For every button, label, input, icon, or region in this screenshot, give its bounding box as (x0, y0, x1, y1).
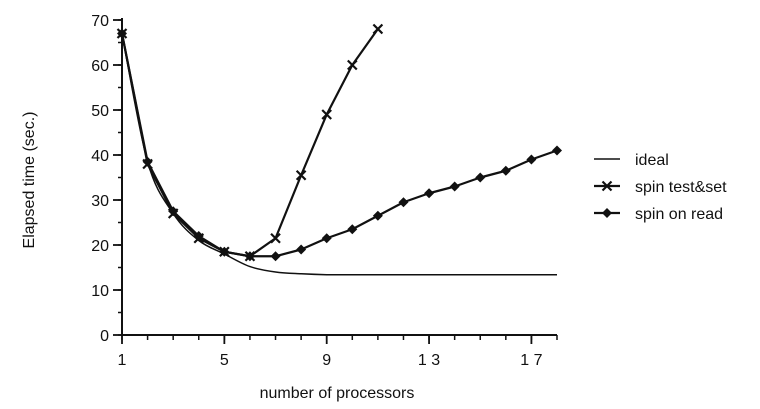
x-tick-label: 1 3 (418, 352, 440, 369)
marker-stroke (295, 169, 307, 181)
y-tick-label: 10 (91, 283, 109, 300)
legend-label: ideal (635, 152, 669, 169)
axes (121, 18, 557, 336)
series-2 (117, 28, 562, 262)
data-point (142, 156, 153, 167)
data-point (347, 224, 358, 235)
y-tick-label: 20 (91, 238, 109, 255)
marker-stroke (347, 59, 358, 71)
x-tick-label: 1 7 (520, 352, 542, 369)
series-1 (116, 23, 384, 262)
marker-stroke (321, 109, 332, 120)
marker-stroke (372, 23, 384, 35)
series-line (120, 33, 558, 258)
data-point (295, 169, 307, 181)
y-tick-label: 0 (100, 328, 109, 345)
series-layer (116, 23, 562, 276)
legend-item: spin on read (594, 206, 723, 223)
data-point (270, 232, 281, 244)
data-point (552, 145, 562, 156)
data-point (321, 233, 332, 244)
data-point (475, 172, 486, 183)
x-axis-title: number of processors (260, 385, 415, 402)
legend-marker (602, 208, 612, 218)
y-axis-title: Elapsed time (sec.) (21, 112, 38, 249)
y-tick-label: 60 (91, 58, 109, 75)
data-point (244, 251, 255, 262)
legend-item: ideal (594, 152, 669, 169)
data-point (449, 181, 460, 192)
legend-label: spin test&set (635, 179, 727, 196)
data-point (372, 23, 384, 35)
y-tick-label: 30 (91, 193, 109, 210)
data-point (193, 231, 204, 241)
x-tick-label: 5 (220, 352, 229, 369)
y-tick-label: 40 (91, 148, 109, 165)
series-line (121, 33, 557, 276)
y-tick-label: 70 (91, 13, 109, 30)
data-point (219, 246, 230, 257)
marker-stroke (270, 232, 281, 244)
data-point (526, 154, 537, 165)
data-point (117, 28, 127, 39)
data-point (347, 59, 358, 71)
data-point (270, 251, 281, 262)
data-point (321, 109, 332, 120)
legend-item: spin test&set (594, 179, 727, 196)
data-point (500, 165, 511, 176)
data-point (296, 244, 307, 255)
ticks: 1 5 9 1 3 1 7 0 10 20 30 40 50 60 70 (91, 13, 558, 369)
x-tick-label: 1 (118, 352, 127, 369)
y-tick-label: 50 (91, 103, 109, 120)
x-tick-label: 9 (322, 352, 331, 369)
data-point (372, 210, 383, 221)
data-point (168, 206, 179, 217)
legend: ideal spin test&set spin on read (594, 152, 727, 223)
series-line (120, 28, 379, 258)
marker-stroke (601, 180, 613, 192)
data-point (398, 197, 409, 208)
data-point (424, 188, 435, 199)
series-0 (121, 33, 557, 276)
legend-label: spin on read (635, 206, 723, 223)
legend-marker (601, 180, 613, 192)
